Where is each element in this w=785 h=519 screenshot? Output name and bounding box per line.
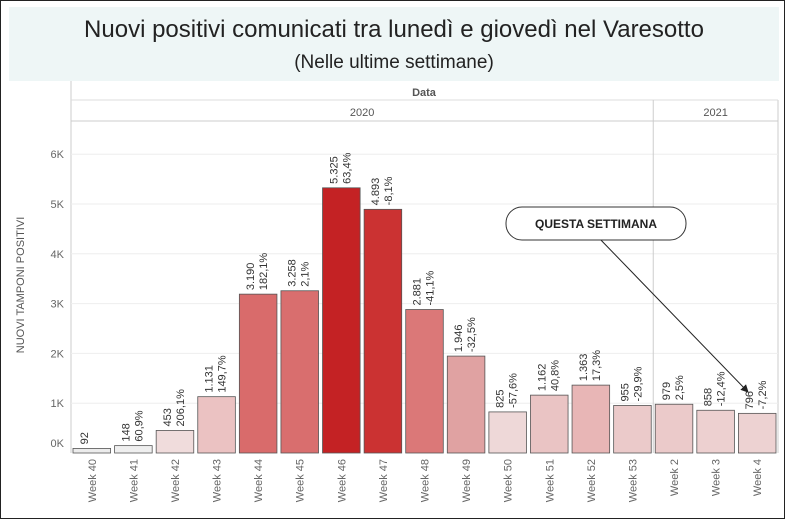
x-tick-label: Week 47: [378, 459, 390, 502]
data-label-change: 60,9%: [133, 410, 145, 441]
title-band: Nuovi positivi comunicati tra lunedì e g…: [9, 7, 779, 81]
x-tick-label: Week 40: [87, 459, 99, 502]
bar: [654, 403, 694, 454]
bar: [238, 293, 278, 454]
data-label-change: 17,3%: [591, 350, 603, 381]
data-label-value: 825: [495, 390, 507, 408]
data-label-value: 796: [744, 391, 756, 409]
data-label-change: 40,8%: [549, 360, 561, 391]
data-label-value: 4.893: [370, 178, 382, 206]
data-label-change: -8,1%: [383, 176, 395, 205]
bar: [363, 208, 403, 454]
x-tick-label: Week 4: [752, 459, 764, 496]
data-label-change: -7,2%: [757, 380, 769, 409]
annotation-text: QUESTA SETTIMANA: [535, 217, 657, 231]
bar: [72, 448, 111, 454]
data-label-change: -57,6%: [508, 373, 520, 408]
bar: [155, 430, 195, 454]
annotation-callout: [505, 206, 687, 241]
bar: [280, 290, 319, 454]
data-label-value: 955: [619, 383, 631, 401]
data-label-change: 2,1%: [300, 261, 312, 286]
data-label-change: 182,1%: [258, 253, 270, 291]
bar: [738, 412, 777, 454]
data-label-value: 1.162: [536, 364, 548, 392]
chart-subtitle: (Nelle ultime settimane): [294, 52, 494, 73]
data-label-value: 148: [120, 423, 132, 441]
x-tick-label: Week 3: [711, 459, 723, 496]
y-axis-ticks: 0K 1K 2K 3K 4K 5K 6K: [51, 149, 65, 450]
bar: [405, 309, 444, 454]
y-tick-label: 1K: [51, 398, 65, 410]
data-labels: 92 148 60,9% 453 206,1% 1.131 149,7% 3.190 182,1…: [79, 152, 769, 444]
data-label-value: 1.131: [204, 365, 216, 393]
y-tick-label: 3K: [51, 299, 65, 311]
year-header-label: 2020: [350, 107, 374, 119]
x-tick-label: Week 46: [336, 459, 348, 502]
bars: [72, 187, 777, 454]
y-tick-label: 5K: [51, 199, 65, 211]
data-label-change: -29,9%: [632, 366, 644, 401]
data-label-value: 1.946: [453, 325, 465, 353]
x-tick-label: Week 49: [461, 459, 473, 502]
bar: [446, 355, 486, 454]
data-label-change: -41,1%: [425, 270, 437, 305]
data-label-change: 149,7%: [217, 355, 229, 393]
x-tick-label: Week 52: [586, 459, 598, 502]
x-tick-label: Week 50: [503, 459, 515, 502]
bar: [488, 411, 527, 454]
chart-title: Nuovi positivi comunicati tra lunedì e g…: [84, 16, 704, 43]
x-tick-label: Week 51: [544, 459, 556, 502]
data-label-value: 92: [79, 432, 91, 444]
data-label-value: 5.325: [328, 156, 340, 184]
y-tick-label: 0K: [51, 438, 65, 450]
x-tick-label: Week 53: [627, 459, 639, 502]
bar: [114, 445, 153, 454]
y-tick-label: 4K: [51, 249, 65, 261]
year-headers: 2020 2021: [350, 100, 728, 453]
y-tick-label: 6K: [51, 149, 65, 161]
data-label-change: 2,5%: [674, 375, 686, 400]
year-header-label: 2021: [703, 107, 727, 119]
x-tick-label: Week 41: [128, 459, 140, 502]
data-label-change: -32,5%: [466, 317, 478, 352]
data-label-value: 453: [162, 408, 174, 426]
annotation-arrow: [597, 236, 749, 393]
x-tick-label: Week 43: [212, 459, 224, 502]
data-label-value: 1.363: [578, 354, 590, 382]
data-label-value: 3.258: [287, 259, 299, 287]
x-axis-ticks: Week 40 Week 41 Week 42 Week 43 Week 44 Week …: [87, 459, 764, 502]
bar: [197, 396, 236, 454]
x-tick-label: Week 42: [170, 459, 182, 502]
x-tick-label: Week 48: [420, 459, 432, 502]
data-label-change: -12,4%: [716, 371, 728, 406]
x-tick-label: Week 45: [295, 459, 307, 502]
bar: [696, 409, 735, 454]
bar: [322, 187, 361, 454]
data-label-value: 858: [703, 388, 715, 406]
y-axis-label: NUOVI TAMPONI POSITIVI: [15, 217, 27, 354]
data-label-value: 2.881: [412, 278, 424, 306]
x-tick-label: Week 2: [669, 459, 681, 496]
data-label-value: 979: [661, 382, 673, 400]
y-tick-label: 2K: [51, 348, 65, 360]
bar: [530, 394, 569, 454]
bar: [613, 405, 652, 454]
x-tick-label: Week 44: [253, 459, 265, 502]
bar: [571, 384, 611, 454]
data-label-value: 3.190: [245, 263, 257, 291]
top-axis-title: Data: [412, 87, 437, 99]
data-label-change: 63,4%: [341, 152, 353, 183]
data-label-change: 206,1%: [175, 389, 187, 427]
